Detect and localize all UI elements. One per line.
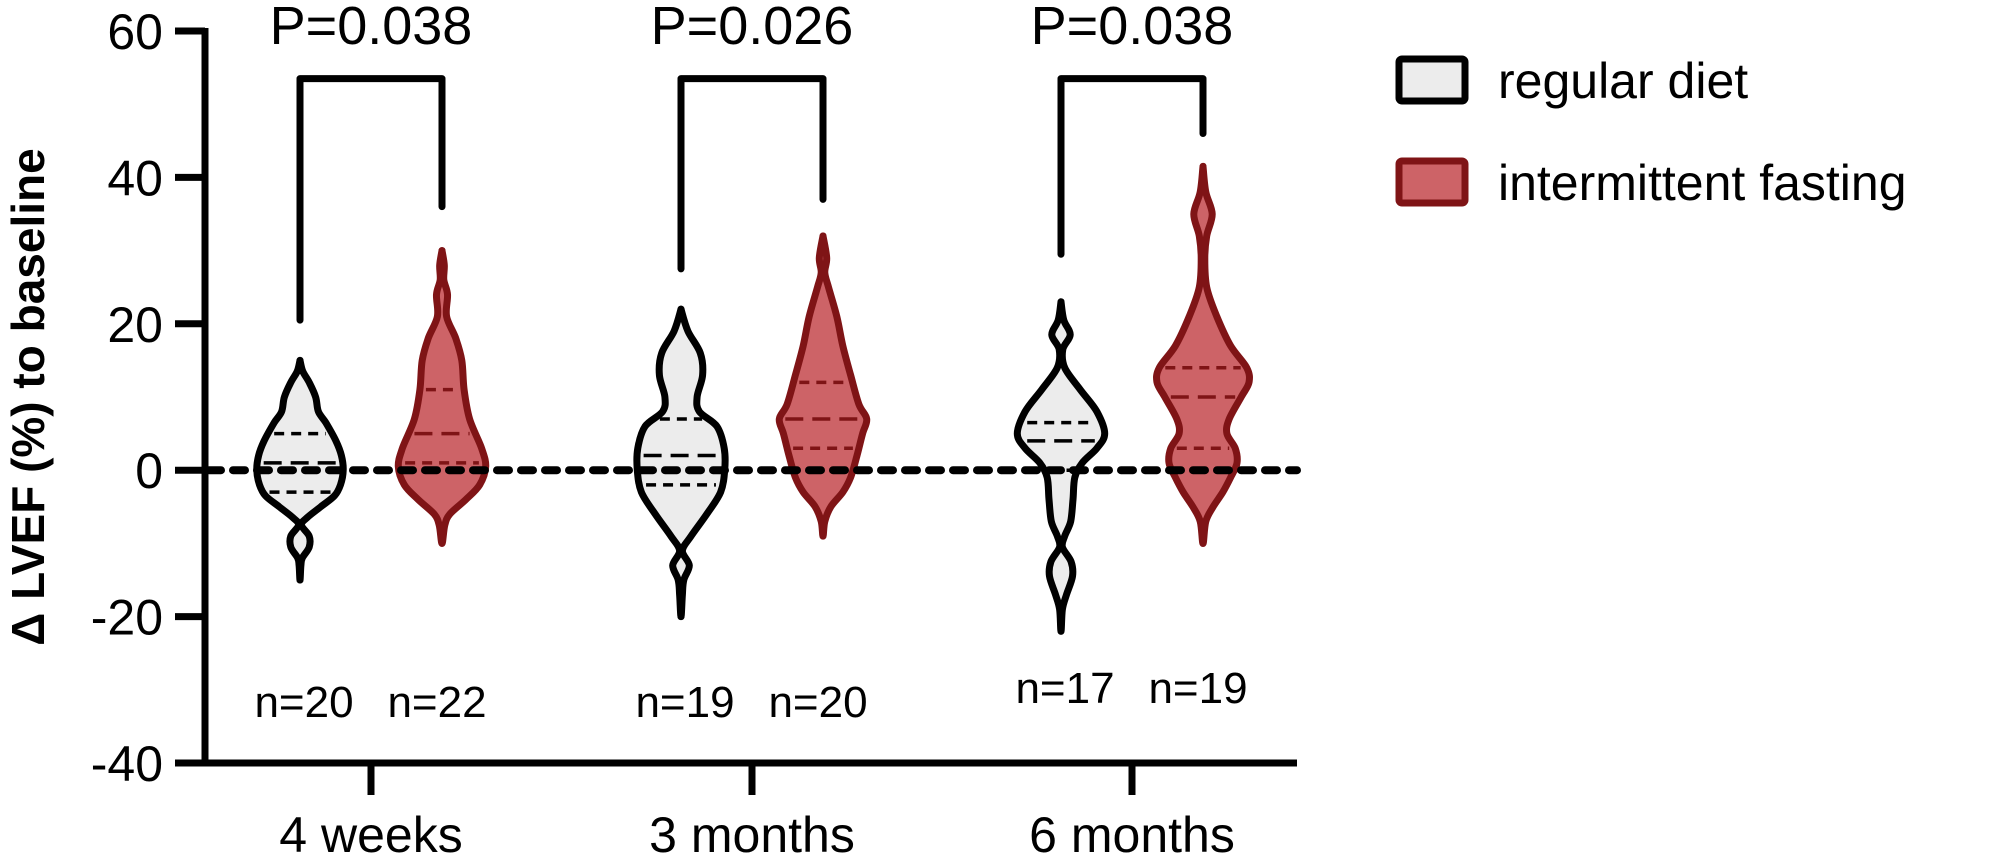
- n-label-regular-diet: n=17: [1015, 664, 1114, 713]
- n-label-regular-diet: n=20: [254, 678, 353, 727]
- legend-swatch-intermittent-fasting: [1395, 157, 1469, 207]
- violin-body: [775, 232, 871, 540]
- y-tick-label: 40: [107, 150, 163, 206]
- violin-intermittent-fasting: [1153, 162, 1253, 547]
- significance-bracket: [1057, 75, 1207, 258]
- significance-bracket: [677, 75, 827, 273]
- y-tick-label: 60: [107, 4, 163, 60]
- violins: [253, 162, 1253, 635]
- violin-regular-diet: [633, 305, 729, 621]
- x-axis: 4 weeks 3 months 6 months: [202, 759, 1297, 858]
- significance-bracket: [296, 75, 446, 324]
- violin-body: [633, 305, 729, 621]
- y-tick-label: -20: [91, 590, 163, 646]
- x-category-label: 4 weeks: [279, 807, 462, 858]
- violin-body: [394, 247, 490, 547]
- p-value-label: P=0.026: [651, 0, 854, 56]
- n-label-regular-diet: n=19: [635, 678, 734, 727]
- x-category-label: 6 months: [1029, 807, 1235, 858]
- n-label-intermittent-fasting: n=22: [387, 678, 486, 727]
- y-tick-label: -40: [91, 736, 163, 792]
- y-tick-label: 0: [135, 443, 163, 499]
- p-value-label: P=0.038: [1031, 0, 1234, 56]
- significance-brackets: P=0.038 P=0.026 P=0.038: [270, 0, 1234, 324]
- violin-intermittent-fasting: [775, 232, 871, 540]
- violin-body: [1153, 162, 1253, 547]
- x-category-label: 3 months: [649, 807, 855, 858]
- legend-label-regular-diet: regular diet: [1498, 53, 1748, 109]
- legend-swatch-regular-diet: [1395, 55, 1469, 105]
- n-label-intermittent-fasting: n=20: [768, 678, 867, 727]
- legend: regular diet intermittent fasting: [1395, 53, 1907, 211]
- p-value-label: P=0.038: [270, 0, 473, 56]
- violin-intermittent-fasting: [394, 247, 490, 547]
- n-label-intermittent-fasting: n=19: [1148, 664, 1247, 713]
- y-axis-title: Δ LVEF (%) to baseline: [2, 148, 54, 645]
- y-axis: -40 -20 0 20 40 60: [91, 4, 209, 792]
- violin-regular-diet: [253, 356, 347, 584]
- sample-size-labels: n=20 n=19 n=17 n=22 n=20 n=19: [254, 664, 1247, 727]
- y-tick-label: 20: [107, 297, 163, 353]
- legend-label-intermittent-fasting: intermittent fasting: [1498, 155, 1907, 211]
